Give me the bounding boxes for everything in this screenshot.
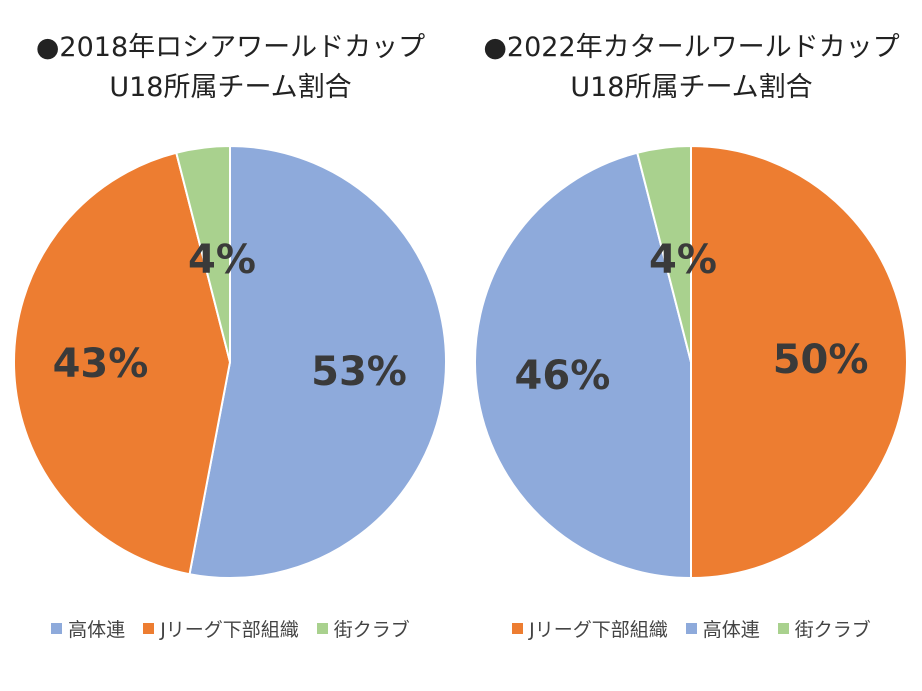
pie-svg: 53% 43% 4% bbox=[13, 144, 447, 579]
pie-slice-1 bbox=[13, 151, 232, 576]
legend-label: 街クラブ bbox=[794, 619, 871, 641]
chart-title-line1: ●2018年ロシアワールドカップ bbox=[35, 32, 426, 63]
data-label-0: 53% bbox=[311, 349, 407, 395]
legend-swatch bbox=[777, 623, 789, 634]
data-label-0: 50% bbox=[773, 337, 869, 383]
data-label-2: 4% bbox=[649, 237, 717, 283]
legend-item-2: 街クラブ bbox=[777, 615, 871, 642]
pie-chart-2018: ●2018年ロシアワールドカップ U18所属チーム割合 53% 43% 4% 高体連… bbox=[0, 28, 461, 642]
chart-title: ●2022年カタールワールドカップ U18所属チーム割合 bbox=[461, 28, 922, 108]
chart-title-line1: ●2022年カタールワールドカップ bbox=[483, 32, 900, 63]
legend-swatch bbox=[316, 623, 328, 634]
pie-slice-1 bbox=[474, 151, 692, 580]
pie-slice-0 bbox=[188, 144, 447, 579]
pie-svg: 50% 46% 4% bbox=[474, 144, 908, 580]
legend-label: Jリーグ下部組織 bbox=[529, 619, 668, 641]
legend-item-0: Jリーグ下部組織 bbox=[512, 615, 668, 642]
legend: 高体連 Jリーグ下部組織 街クラブ bbox=[0, 615, 461, 642]
legend-label: 街クラブ bbox=[333, 619, 410, 641]
data-label-1: 43% bbox=[53, 341, 149, 387]
pie-slice-2 bbox=[636, 144, 692, 363]
pie-chart-2022: ●2022年カタールワールドカップ U18所属チーム割合 50% 46% 4% Jリ… bbox=[461, 0, 922, 691]
legend-swatch bbox=[512, 623, 524, 634]
legend-item-2: 街クラブ bbox=[316, 615, 410, 642]
data-label-2: 4% bbox=[188, 237, 256, 283]
data-label-1: 46% bbox=[515, 353, 611, 399]
chart-subtitle: U18所属チーム割合 bbox=[570, 72, 813, 103]
legend-label: Jリーグ下部組織 bbox=[160, 619, 299, 641]
legend-label: 高体連 bbox=[68, 619, 126, 641]
legend-item-1: 高体連 bbox=[685, 615, 760, 642]
legend-swatch bbox=[685, 623, 697, 634]
legend-item-1: Jリーグ下部組織 bbox=[143, 615, 299, 642]
legend-swatch bbox=[51, 623, 63, 634]
legend-swatch bbox=[143, 623, 155, 634]
pie-slice-0 bbox=[690, 144, 908, 580]
chart-subtitle: U18所属チーム割合 bbox=[109, 72, 352, 103]
chart-title: ●2018年ロシアワールドカップ U18所属チーム割合 bbox=[0, 28, 461, 108]
pie-slice-2 bbox=[175, 144, 231, 363]
legend-item-0: 高体連 bbox=[51, 615, 125, 642]
legend-label: 高体連 bbox=[702, 619, 760, 641]
legend: Jリーグ下部組織 高体連 街クラブ bbox=[461, 615, 922, 642]
